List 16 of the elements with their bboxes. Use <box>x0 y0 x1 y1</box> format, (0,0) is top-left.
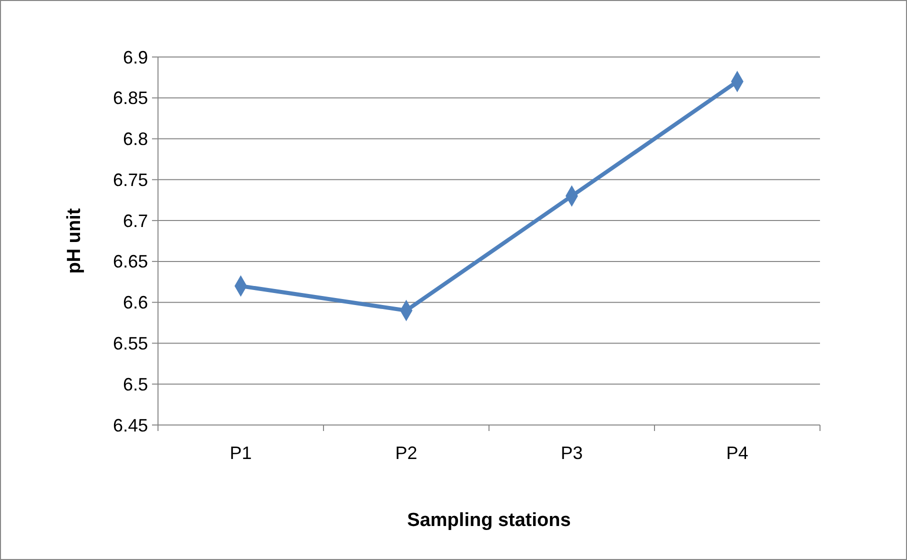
y-tick-label: 6.75 <box>112 170 148 190</box>
x-tick-label: P2 <box>395 443 418 463</box>
y-tick-label: 6.5 <box>122 374 148 394</box>
x-tick-label: P1 <box>230 443 252 463</box>
y-tick-label: 6.45 <box>112 415 148 436</box>
x-tick-label: P3 <box>560 443 583 463</box>
y-tick-label: 6.85 <box>112 88 148 108</box>
y-axis-title: pH unit <box>64 208 85 274</box>
y-tick-label: 6.65 <box>112 252 148 272</box>
y-tick-label: 6.6 <box>122 292 148 313</box>
x-tick-label: P4 <box>726 443 748 463</box>
x-axis-title: Sampling stations <box>407 510 571 531</box>
y-tick-label: 6.55 <box>112 334 148 354</box>
y-tick-label: 6.9 <box>122 47 148 68</box>
y-tick-label: 6.7 <box>122 210 148 231</box>
y-tick-label: 6.8 <box>122 129 148 150</box>
